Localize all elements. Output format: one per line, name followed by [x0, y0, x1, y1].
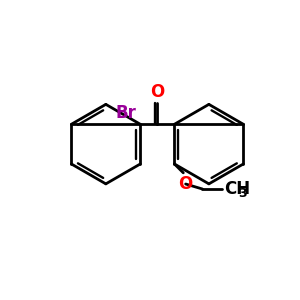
Text: O: O	[150, 83, 164, 101]
Text: 3: 3	[238, 187, 246, 200]
Text: CH: CH	[224, 180, 250, 198]
Text: Br: Br	[116, 104, 137, 122]
Text: O: O	[178, 175, 193, 193]
